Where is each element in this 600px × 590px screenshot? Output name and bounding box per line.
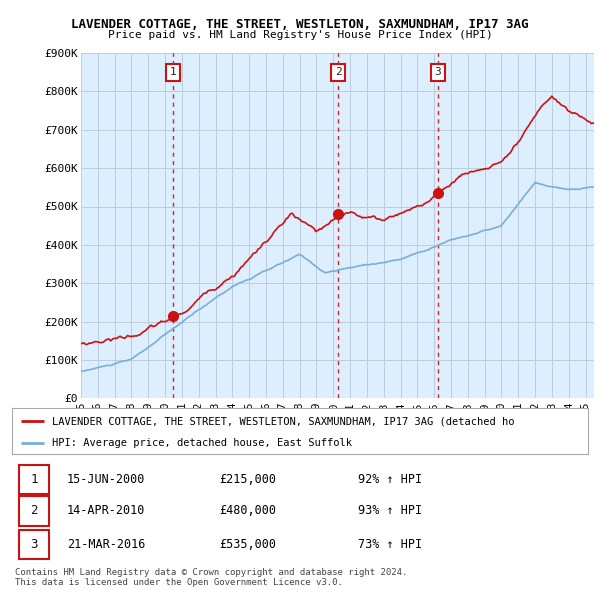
Text: 2: 2 — [335, 67, 341, 77]
Text: Price paid vs. HM Land Registry's House Price Index (HPI): Price paid vs. HM Land Registry's House … — [107, 30, 493, 40]
Text: 1: 1 — [169, 67, 176, 77]
Text: 2: 2 — [30, 504, 38, 517]
FancyBboxPatch shape — [19, 530, 49, 559]
Text: 21-MAR-2016: 21-MAR-2016 — [67, 538, 145, 551]
Text: Contains HM Land Registry data © Crown copyright and database right 2024.: Contains HM Land Registry data © Crown c… — [15, 568, 407, 576]
Text: £535,000: £535,000 — [220, 538, 277, 551]
Text: LAVENDER COTTAGE, THE STREET, WESTLETON, SAXMUNDHAM, IP17 3AG: LAVENDER COTTAGE, THE STREET, WESTLETON,… — [71, 18, 529, 31]
FancyBboxPatch shape — [19, 465, 49, 494]
Text: £480,000: £480,000 — [220, 504, 277, 517]
Text: 14-APR-2010: 14-APR-2010 — [67, 504, 145, 517]
Text: 3: 3 — [434, 67, 441, 77]
Text: 93% ↑ HPI: 93% ↑ HPI — [358, 504, 422, 517]
Text: LAVENDER COTTAGE, THE STREET, WESTLETON, SAXMUNDHAM, IP17 3AG (detached ho: LAVENDER COTTAGE, THE STREET, WESTLETON,… — [52, 416, 515, 426]
Text: 3: 3 — [30, 538, 38, 551]
Text: 1: 1 — [30, 473, 38, 486]
Text: This data is licensed under the Open Government Licence v3.0.: This data is licensed under the Open Gov… — [15, 578, 343, 587]
Text: 73% ↑ HPI: 73% ↑ HPI — [358, 538, 422, 551]
Text: 92% ↑ HPI: 92% ↑ HPI — [358, 473, 422, 486]
Text: 15-JUN-2000: 15-JUN-2000 — [67, 473, 145, 486]
FancyBboxPatch shape — [19, 496, 49, 526]
Text: HPI: Average price, detached house, East Suffolk: HPI: Average price, detached house, East… — [52, 438, 352, 448]
Text: £215,000: £215,000 — [220, 473, 277, 486]
